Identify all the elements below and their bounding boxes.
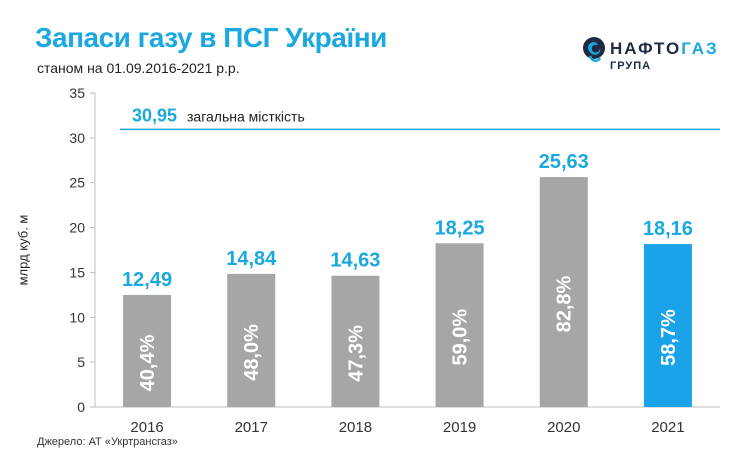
chart-title: Запаси газу в ПСГ України <box>35 22 387 53</box>
y-tick-label: 0 <box>77 399 85 415</box>
bar-2019 <box>435 243 484 407</box>
logo-name-main: НАФТО <box>610 39 682 58</box>
y-tick-label: 25 <box>69 175 85 191</box>
y-tick-label: 5 <box>77 354 85 370</box>
source-note: Джерело: АТ «Укртрансгаз» <box>37 436 178 448</box>
y-tick-label: 30 <box>69 130 85 146</box>
x-tick-label: 2017 <box>235 419 268 436</box>
naftogaz-logo-icon <box>583 37 605 62</box>
bar-percent-label: 58,7% <box>658 309 680 366</box>
bar-value-label: 18,25 <box>435 217 485 239</box>
x-tick-label: 2021 <box>651 419 684 436</box>
y-tick-label: 35 <box>69 85 85 101</box>
bar-percent-label: 59,0% <box>450 309 472 366</box>
bar-2017 <box>227 273 276 407</box>
y-tick-label: 15 <box>69 264 85 280</box>
bar-2021 <box>643 244 692 407</box>
y-tick-label: 10 <box>69 309 85 325</box>
bar-2020 <box>539 177 588 407</box>
capacity-value-label: 30,95 <box>132 105 177 125</box>
x-tick-label: 2020 <box>547 419 580 436</box>
bar-percent-label: 40,4% <box>137 334 159 391</box>
logo-name: НАФТОГАЗ <box>610 39 719 59</box>
bar-value-label: 12,49 <box>122 269 172 291</box>
bar-value-label: 25,63 <box>539 151 589 173</box>
x-tick-label: 2016 <box>130 419 163 436</box>
bar-percent-label: 47,3% <box>345 325 367 382</box>
logo-name-accent: ГАЗ <box>681 39 719 58</box>
bar-value-label: 18,16 <box>643 218 693 240</box>
capacity-text-label: загальна місткість <box>187 108 305 124</box>
chart-subtitle: станом на 01.09.2016-2021 р.р. <box>37 60 240 76</box>
y-tick-label: 20 <box>69 220 85 236</box>
bar-value-label: 14,63 <box>330 250 380 272</box>
bar-value-label: 14,84 <box>226 248 277 270</box>
bar-2016 <box>123 294 172 407</box>
bar-percent-label: 82,8% <box>554 275 576 332</box>
logo-group-label: ГРУПА <box>610 60 652 72</box>
x-tick-label: 2019 <box>443 419 476 436</box>
naftogaz-logo: НАФТОГАЗ ГРУПА <box>582 36 732 76</box>
x-tick-label: 2018 <box>339 419 372 436</box>
bar-percent-label: 48,0% <box>241 324 263 381</box>
bar-2018 <box>331 275 380 407</box>
